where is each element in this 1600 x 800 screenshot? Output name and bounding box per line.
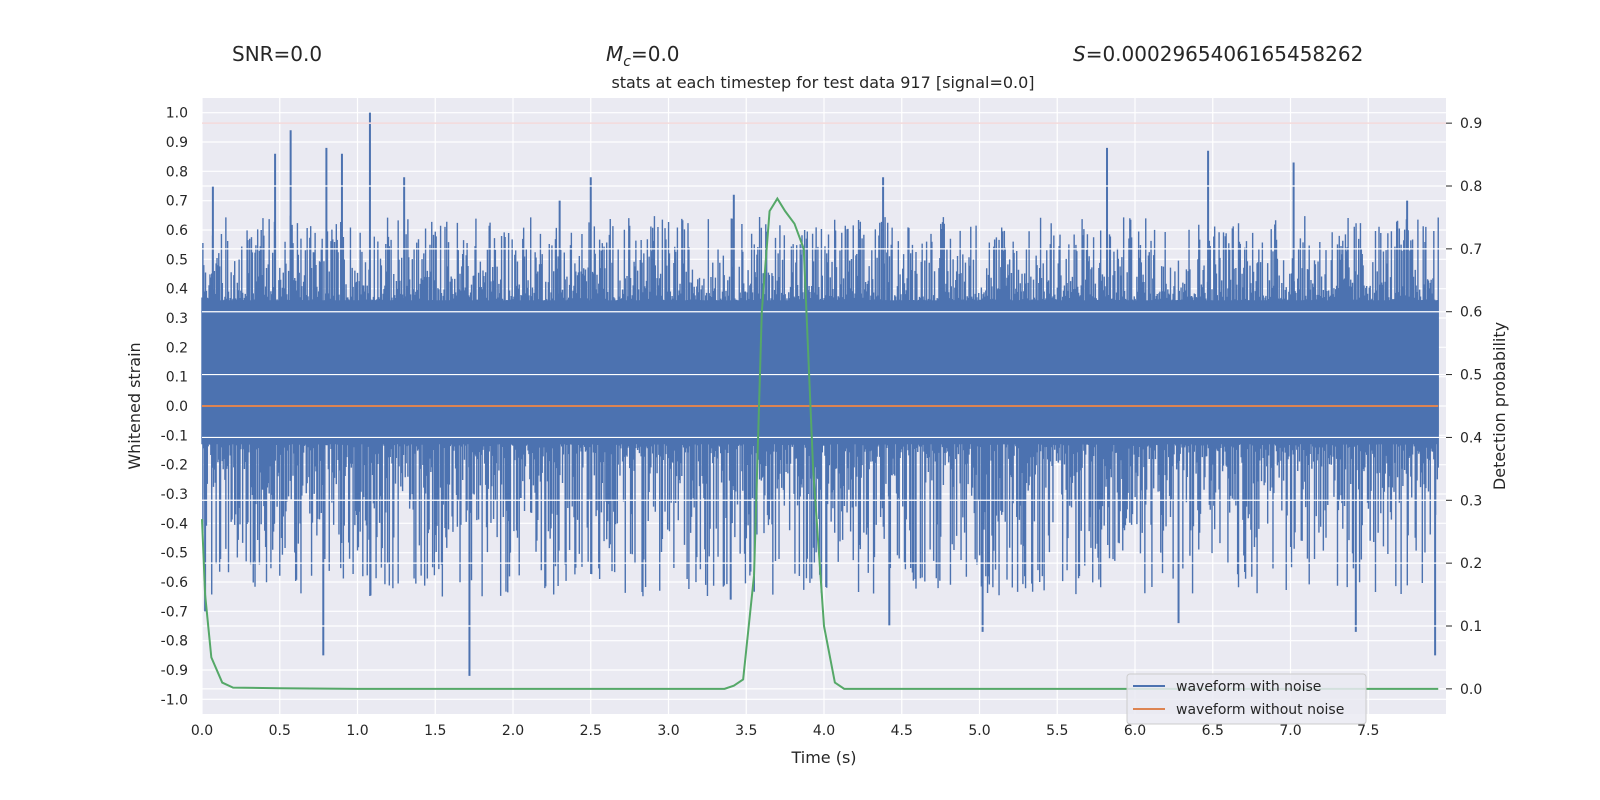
- left-tick-label: -0.5: [161, 546, 188, 562]
- stat-symbol: S: [1073, 42, 1086, 66]
- left-tick-label: 0.0: [166, 399, 188, 415]
- right-tick-label: 0.0: [1460, 682, 1482, 698]
- chirp-mass-value: =0.0: [631, 42, 680, 66]
- left-tick-label: -0.7: [161, 604, 188, 620]
- chirp-mass-label: Mc=0.0: [606, 42, 680, 70]
- noise-envelope: [201, 215, 1439, 597]
- left-tick-label: 0.2: [166, 340, 188, 356]
- detection-probability-line: [201, 196, 1439, 690]
- x-tick-label: 5.0: [968, 723, 990, 739]
- x-tick-label: 1.0: [346, 723, 368, 739]
- x-tick-label: 2.5: [580, 723, 602, 739]
- left-tick-label: 0.8: [166, 164, 188, 180]
- x-tick-label: 1.5: [424, 723, 446, 739]
- right-tick-label: 0.6: [1460, 305, 1482, 321]
- left-tick-label: -1.0: [161, 692, 188, 708]
- x-tick-label: 6.0: [1124, 723, 1146, 739]
- stat-label: S=0.0002965406165458262: [1073, 42, 1363, 66]
- left-tick-label: 0.3: [166, 311, 188, 327]
- legend-label-noisy: waveform with noise: [1176, 679, 1321, 695]
- x-tick-label: 3.0: [657, 723, 679, 739]
- x-tick-label: 0.5: [269, 723, 291, 739]
- x-axis-ticks: 0.0 0.5 1.0 1.5 2.0 2.5 3.0 3.5 4.0 4.5 5.0 5.5 6.0 6…: [191, 723, 1380, 739]
- right-axis-ticks: 0.9 0.8 0.7 0.6 0.5 0.4 0.3 0.2 0.1 0.0: [1446, 116, 1482, 698]
- x-tick-label: 0.0: [191, 723, 213, 739]
- left-tick-label: -0.3: [161, 487, 188, 503]
- right-axis-label: Detection probability: [1490, 322, 1509, 490]
- x-tick-label: 2.0: [502, 723, 524, 739]
- x-axis-label: Time (s): [790, 748, 856, 767]
- left-tick-label: -0.6: [161, 575, 188, 591]
- left-tick-label: 1.0: [166, 106, 188, 122]
- right-tick-label: 0.1: [1460, 619, 1482, 635]
- left-tick-label: 0.7: [166, 194, 188, 210]
- stat-value: =0.0002965406165458262: [1086, 42, 1364, 66]
- x-tick-label: 3.5: [735, 723, 757, 739]
- left-tick-label: 0.1: [166, 370, 188, 386]
- right-tick-label: 0.5: [1460, 368, 1482, 384]
- legend-box: [1126, 673, 1367, 725]
- chirp-mass-subscript: c: [623, 54, 631, 70]
- left-tick-label: -0.1: [161, 428, 188, 444]
- x-tick-label: 7.5: [1357, 723, 1379, 739]
- right-tick-label: 0.9: [1460, 116, 1482, 132]
- left-axis-ticks: 1.0 0.9 0.8 0.7 0.6 0.5 0.4 0.3 0.2 0.1 0.0 -0.1 -0.…: [161, 106, 188, 709]
- x-tick-label: 6.5: [1202, 723, 1224, 739]
- left-axis-label: Whitened strain: [125, 342, 144, 469]
- right-tick-label: 0.2: [1460, 556, 1482, 572]
- left-tick-label: 0.5: [166, 252, 188, 268]
- left-tick-label: 0.6: [166, 223, 188, 239]
- x-tick-label: 5.5: [1046, 723, 1068, 739]
- legend: waveform with noise waveform without noi…: [1126, 673, 1367, 725]
- right-tick-label: 0.8: [1460, 179, 1482, 195]
- x-tick-label: 4.0: [813, 723, 835, 739]
- chirp-mass-symbol: M: [606, 42, 623, 66]
- left-tick-label: 0.4: [166, 282, 188, 298]
- x-tick-label: 7.0: [1279, 723, 1301, 739]
- left-tick-label: -0.9: [161, 663, 188, 679]
- left-tick-label: -0.2: [161, 458, 188, 474]
- left-tick-label: -0.8: [161, 634, 188, 650]
- right-tick-label: 0.3: [1460, 493, 1482, 509]
- x-tick-label: 4.5: [891, 723, 913, 739]
- legend-label-clean: waveform without noise: [1176, 702, 1344, 718]
- snr-label: SNR=0.0: [232, 42, 322, 66]
- left-tick-label: 0.9: [166, 135, 188, 151]
- right-tick-label: 0.7: [1460, 242, 1482, 258]
- chart-title: stats at each timestep for test data 917…: [611, 73, 1034, 92]
- left-tick-label: -0.4: [161, 516, 188, 532]
- right-tick-label: 0.4: [1460, 430, 1482, 446]
